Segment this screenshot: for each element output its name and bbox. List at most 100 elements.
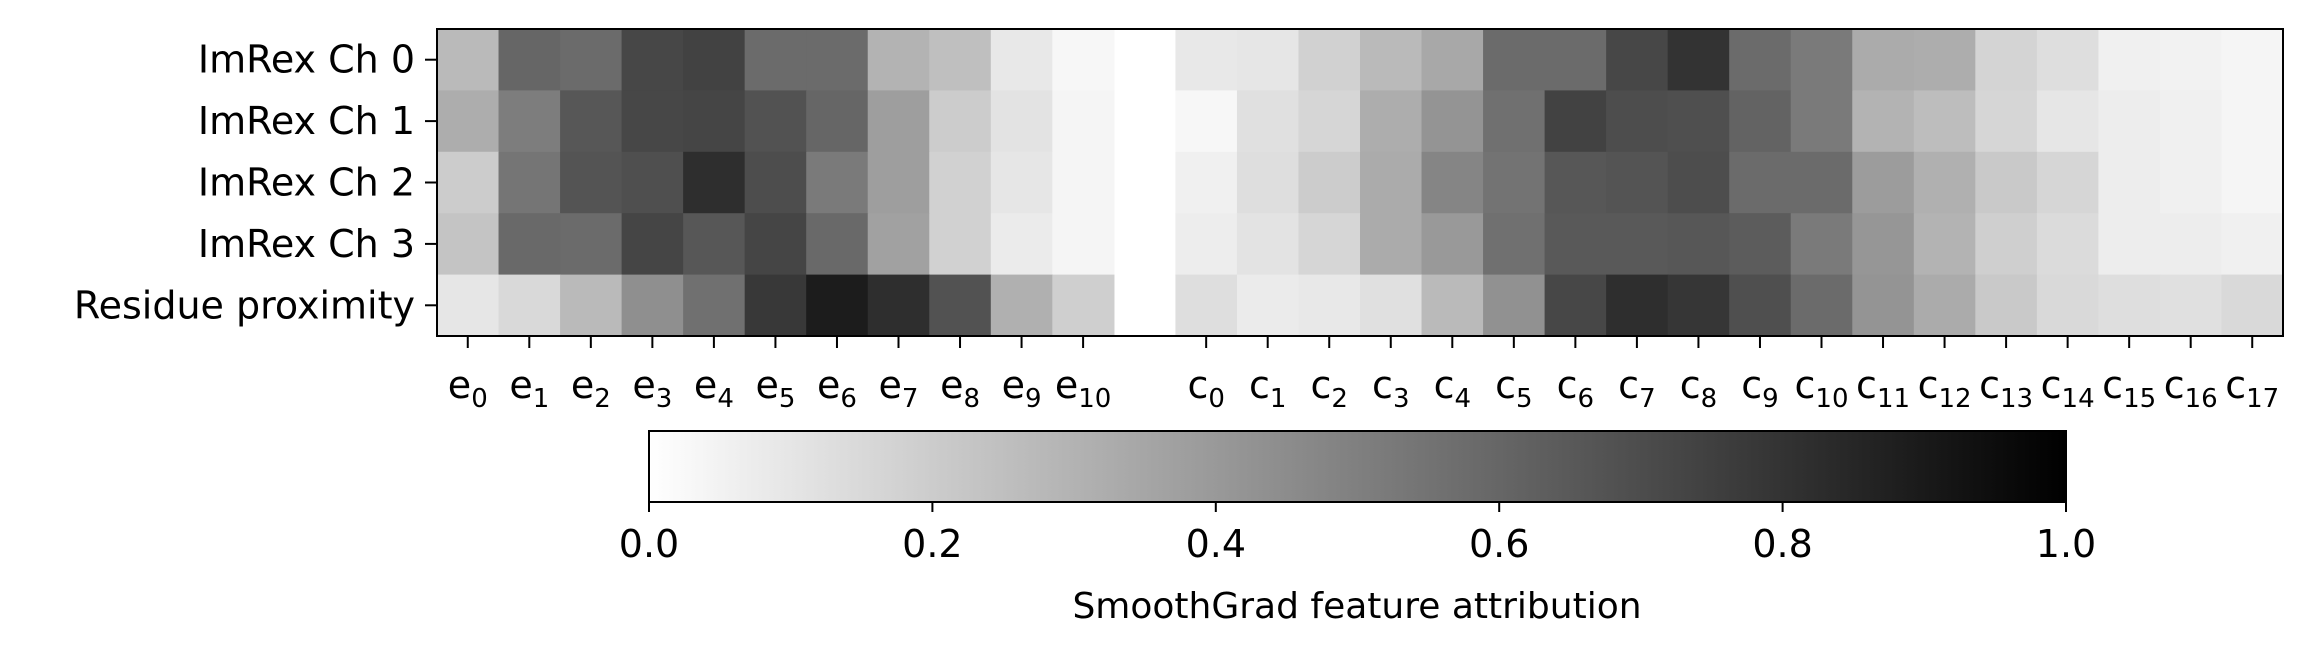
heatmap-cell [621,90,684,153]
heatmap-cell [498,151,561,214]
x-tick-label: c9 [1741,363,1778,414]
x-tick-label: c0 [1187,363,1224,414]
heatmap-cell [2036,29,2099,91]
heatmap-cell [1483,29,1546,91]
colorbar-tick-label: 0.8 [1752,522,1812,566]
heatmap-cell [621,151,684,214]
heatmap-cell [2159,274,2223,337]
x-tick-label: e6 [817,363,857,414]
heatmap-cell [2098,29,2161,91]
heatmap-cell [990,90,1053,153]
x-tick-label: e0 [448,363,488,414]
heatmap-cell [1913,151,1976,214]
heatmap-cell [437,151,500,214]
heatmap-cell [806,274,869,337]
y-tick-label: ImRex Ch 2 [198,161,415,205]
heatmap-cell [1360,213,1423,276]
heatmap-cell [1175,274,1238,337]
heatmap-cell [498,213,561,276]
heatmap-cell [2098,213,2161,276]
y-tick-label: Residue proximity [74,283,415,327]
heatmap-cell [1175,29,1238,91]
x-tick-label: c13 [1979,363,2033,414]
x-tick-label: c1 [1249,363,1286,414]
heatmap-cell [1360,29,1423,91]
heatmap-cell [2036,213,2099,276]
heatmap-cell [1729,274,1792,337]
heatmap-cell [1913,29,1976,91]
colorbar: 0.0 0.2 0.4 0.6 0.8 1.0 SmoothGrad feature at… [619,430,2096,627]
heatmap-cell [1298,90,1361,153]
heatmap-cell [1913,213,1976,276]
heatmap-cell [2159,151,2223,214]
heatmap-cell [683,29,746,91]
heatmap-cell [1421,90,1484,153]
heatmap-cell [929,151,992,214]
heatmap-cell [1790,90,1853,153]
heatmap-cell [867,151,930,214]
heatmap-cell [2159,90,2223,153]
heatmap-cell [1667,90,1730,153]
heatmap-cell [990,213,1053,276]
x-tick-label: c14 [2041,363,2095,414]
heatmap-cell [1544,90,1607,153]
heatmap-cell [2036,151,2099,214]
x-tick-label: c6 [1557,363,1594,414]
heatmap-cell [1421,151,1484,214]
heatmap-cell [1483,274,1546,337]
heatmap-cell [1852,274,1915,337]
x-tick-label: c17 [2225,363,2279,414]
heatmap-cell [621,213,684,276]
heatmap-cell [1483,151,1546,214]
heatmap-cell [2221,274,2284,337]
heatmap-cell [1236,274,1300,337]
heatmap-cell [1852,90,1915,153]
heatmap-cell [744,213,807,276]
x-tick-label: e8 [940,363,980,414]
heatmap-cell [1052,213,1115,276]
heatmap-cell [1544,213,1607,276]
heatmap-cell [560,29,623,91]
heatmap-cell [1790,151,1853,214]
heatmap-cell [1790,274,1853,337]
x-tick-label: e1 [509,363,549,414]
heatmap-cell [1913,90,1976,153]
heatmap-cell [867,29,930,91]
y-tick-label: ImRex Ch 1 [198,99,415,143]
heatmap-cell [1236,29,1300,91]
heatmap-cell [1667,151,1730,214]
heatmap-cell [1729,90,1792,153]
heatmap-cell [2036,274,2099,337]
x-tick-label: e4 [694,363,734,414]
heatmap-cell [1913,274,1976,337]
heatmap-cell [2098,90,2161,153]
heatmap-cell [1544,151,1607,214]
heatmap-cell [560,151,623,214]
heatmap-cell [929,213,992,276]
heatmap-cell [806,29,869,91]
colorbar-tick-label: 0.4 [1186,522,1246,566]
heatmap-cell [990,151,1053,214]
heatmap-cell [1236,151,1300,214]
heatmap-cell [1544,29,1607,91]
x-tick-label: c3 [1372,363,1409,414]
colorbar-tick-label: 0.0 [619,522,679,566]
heatmap-cell [1975,29,2038,91]
heatmap-cell [744,29,807,91]
heatmap-cell [744,151,807,214]
heatmap-cell [1975,151,2038,214]
heatmap-cell [1175,151,1238,214]
heatmap-cell [683,213,746,276]
heatmap-cell [1052,90,1115,153]
heatmap-cell [1483,213,1546,276]
x-tick-label: c5 [1495,363,1532,414]
heatmap-cell [1729,151,1792,214]
heatmap-cell [683,90,746,153]
heatmap-cell [1606,213,1669,276]
heatmap-cell [2221,213,2284,276]
heatmap-cell [1298,213,1361,276]
heatmap-cell [621,274,684,337]
colorbar-label: SmoothGrad feature attribution [1072,586,1641,627]
heatmap-cell [560,90,623,153]
